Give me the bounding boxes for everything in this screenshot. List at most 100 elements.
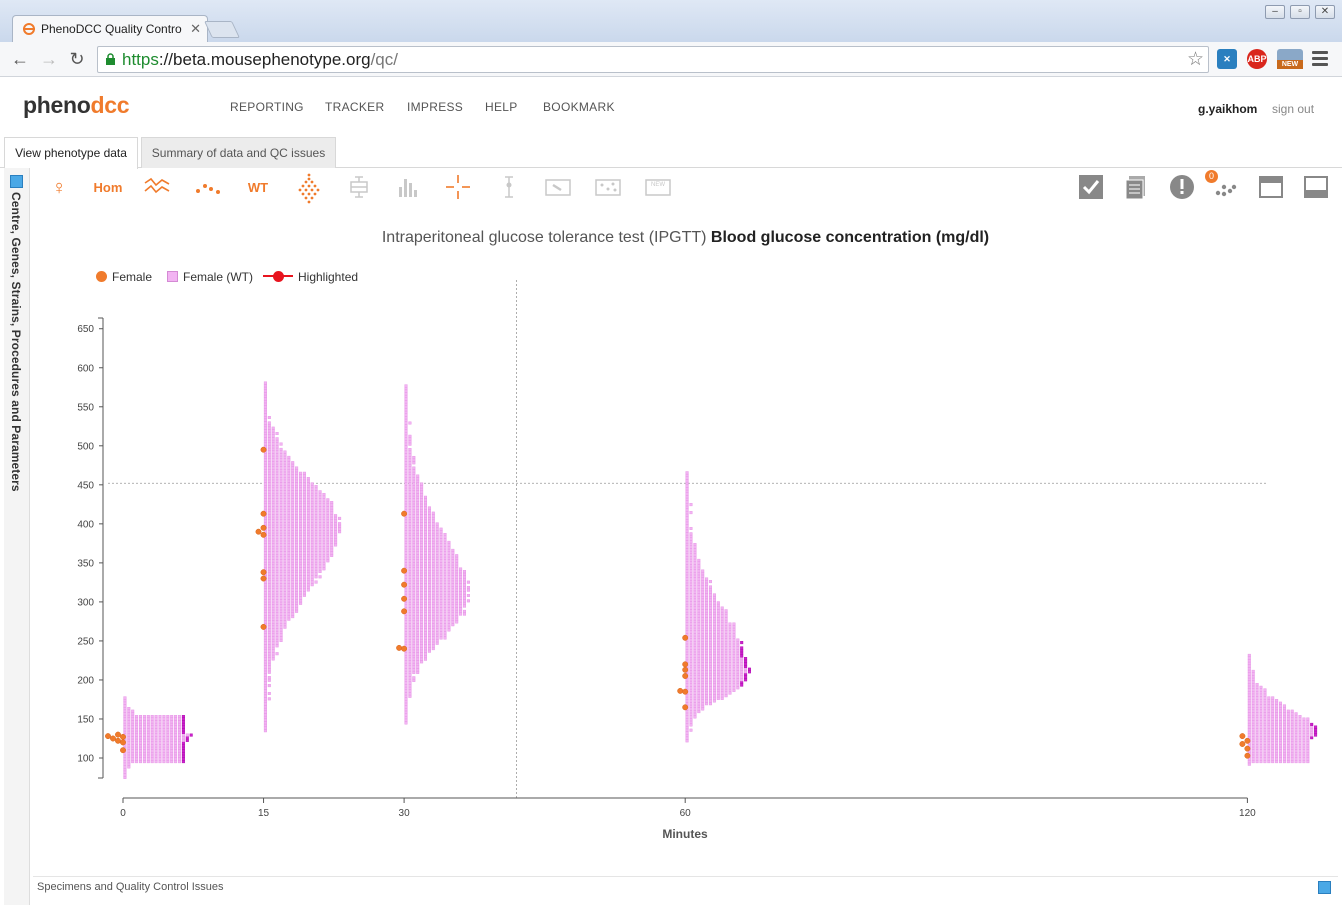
wt-point (275, 620, 279, 624)
wt-point (291, 495, 295, 499)
box-plot-icon[interactable] (345, 173, 373, 201)
wt-point (439, 540, 443, 544)
nav-bookmark[interactable]: BOOKMARK (543, 100, 615, 114)
wt-point (463, 580, 467, 584)
wt-point (728, 627, 732, 631)
sidebar-label[interactable]: Centre, Genes, Strains, Procedures and P… (9, 192, 23, 492)
wt-point (334, 543, 338, 547)
new-extension-icon[interactable]: NEW (1277, 49, 1303, 69)
tab-view-phenotype-data[interactable]: View phenotype data (4, 137, 138, 169)
female-icon[interactable]: ♀ (51, 177, 67, 199)
wt-point (295, 522, 299, 526)
address-bar[interactable]: https://beta.mousephenotype.org/qc/ ☆ (97, 46, 1209, 73)
wt-point (451, 559, 455, 563)
bottom-panel-toggle-button[interactable] (1318, 881, 1331, 894)
legend-item-female-wt[interactable]: Female (WT) (167, 270, 253, 284)
forward-arrow-icon[interactable]: → (40, 49, 58, 69)
wt-point (447, 596, 451, 600)
wt-point (404, 692, 408, 696)
nav-impress[interactable]: IMPRESS (407, 100, 464, 114)
legend-item-female[interactable]: Female (96, 270, 152, 284)
layout-top-panel-icon[interactable] (1257, 173, 1285, 201)
adblock-icon[interactable]: ABP (1247, 49, 1267, 69)
crosshair-icon[interactable] (444, 173, 472, 201)
wt-point (322, 530, 326, 534)
layout-bottom-panel-icon[interactable] (1302, 173, 1330, 201)
wt-point (271, 588, 275, 592)
nav-help[interactable]: HELP (485, 100, 518, 114)
sidebar-toggle-button[interactable] (10, 175, 23, 188)
new-feature-icon[interactable]: NEW (644, 173, 672, 201)
wt-point (170, 744, 174, 748)
wt-point (455, 609, 459, 613)
wt-point (271, 644, 275, 648)
wt-point (318, 514, 322, 518)
wt-point (716, 606, 720, 610)
wt-point (279, 583, 283, 587)
qc-dots-icon[interactable]: 0 (1205, 170, 1239, 201)
documents-icon[interactable] (1123, 173, 1151, 201)
wt-toggle[interactable]: WT (247, 180, 269, 195)
checkmark-icon[interactable] (1077, 173, 1105, 201)
wt-point (271, 623, 275, 627)
wt-point (174, 746, 178, 750)
wt-point (451, 554, 455, 558)
wt-point (295, 487, 299, 491)
tab-summary-qc-issues[interactable]: Summary of data and QC issues (141, 137, 336, 168)
wt-point (424, 599, 428, 603)
error-bar-icon[interactable] (495, 173, 523, 201)
wt-point (1275, 725, 1279, 729)
legend-item-highlighted[interactable]: Highlighted (263, 270, 358, 284)
wt-point (322, 506, 326, 510)
extension-x-icon[interactable]: ✕ (1217, 49, 1237, 69)
nav-reporting[interactable]: REPORTING (230, 100, 304, 114)
reload-icon[interactable]: ↻ (69, 49, 85, 69)
wt-point (427, 554, 431, 558)
warning-icon[interactable] (1168, 173, 1196, 201)
wt-point (135, 741, 139, 745)
wt-point (412, 506, 416, 510)
wt-point (283, 471, 287, 475)
wt-point (697, 667, 701, 671)
maximize-icon[interactable]: ▫ (1290, 5, 1310, 19)
sign-out-link[interactable]: sign out (1272, 102, 1315, 116)
wt-point (685, 630, 689, 634)
wt-point (1278, 744, 1282, 748)
line-chart-icon[interactable] (143, 173, 171, 201)
wt-point (439, 617, 443, 621)
wt-point (412, 533, 416, 537)
back-arrow-icon[interactable]: ← (11, 49, 29, 69)
wt-point (271, 612, 275, 616)
image-icon[interactable] (544, 173, 572, 201)
wt-point (302, 538, 306, 542)
wt-point (1263, 746, 1267, 750)
bottom-panel-label[interactable]: Specimens and Quality Control Issues (37, 881, 224, 893)
wt-point (310, 567, 314, 571)
phenodcc-logo[interactable]: phenodcc (23, 92, 130, 119)
browser-tab[interactable]: PhenoDCC Quality Contro ✕ (12, 15, 208, 42)
wt-point (1267, 752, 1271, 756)
minimize-icon[interactable]: – (1265, 5, 1285, 19)
scatter-points-icon[interactable] (194, 173, 222, 201)
wt-point (330, 554, 334, 558)
wt-point (420, 641, 424, 645)
histogram-icon[interactable] (395, 173, 423, 201)
data-points-icon[interactable] (594, 173, 622, 201)
browser-menu-icon[interactable] (1312, 51, 1328, 69)
close-tab-icon[interactable]: ✕ (190, 21, 201, 36)
wt-point (181, 744, 185, 748)
wt-point (295, 548, 299, 552)
wt-point (416, 671, 420, 675)
wt-point (263, 556, 267, 560)
bookmark-star-icon[interactable]: ☆ (1186, 49, 1204, 70)
wt-point (443, 596, 447, 600)
wt-point (705, 641, 709, 645)
wt-point (299, 570, 303, 574)
close-window-icon[interactable]: ✕ (1315, 5, 1335, 19)
wt-point (267, 538, 271, 542)
wt-point (404, 384, 408, 388)
wt-point (127, 749, 131, 753)
swarm-plot-icon[interactable] (295, 173, 323, 204)
hom-toggle[interactable]: Hom (93, 180, 123, 195)
nav-tracker[interactable]: TRACKER (325, 100, 385, 114)
